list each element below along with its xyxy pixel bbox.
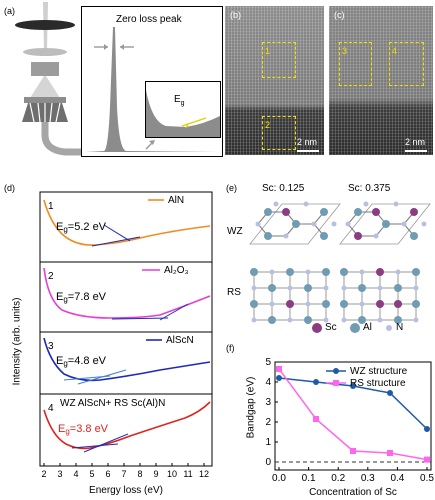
data-point xyxy=(387,450,393,456)
panel-a-label: (a) xyxy=(4,6,15,16)
n-atom-icon xyxy=(386,325,392,331)
bandgap-ytick: 3 xyxy=(265,397,271,408)
legend-rs-marker xyxy=(333,380,339,386)
data-point xyxy=(387,390,393,396)
scale-bar-b xyxy=(297,150,319,152)
roi-box-3 xyxy=(339,42,372,86)
bandgap-xtick: 0.5 xyxy=(420,473,434,484)
legend-alscn: AlScN xyxy=(166,335,194,346)
panel-d-label: (d) xyxy=(4,183,15,193)
scale-bar-c xyxy=(405,150,427,152)
rs-cell-0125 xyxy=(250,268,330,324)
panel-f-label: (f) xyxy=(226,343,235,353)
data-point xyxy=(350,383,356,389)
eels-xtick: 5 xyxy=(89,469,94,479)
scale-label-b: 2 nm xyxy=(297,137,318,147)
eels-xtick: 8 xyxy=(137,469,142,479)
subpanel-num-2: 2 xyxy=(48,271,54,282)
sc-0125-label: Sc: 0.125 xyxy=(262,183,305,194)
eels-xtick: 3 xyxy=(57,469,62,479)
rs-cell-0375 xyxy=(340,268,420,324)
roi-label-2: 2 xyxy=(265,120,271,130)
crystal-structures xyxy=(249,201,431,324)
eels-xticks: 2 3 4 5 6 7 8 9 10 11 12 xyxy=(41,469,209,479)
roi-label-3: 3 xyxy=(342,46,348,56)
bandgap-xtick: 0.2 xyxy=(331,473,345,484)
eg-annotation-4: Eg=3.8 eV xyxy=(58,423,109,436)
eels-xtick: 12 xyxy=(199,469,209,479)
data-point xyxy=(313,379,319,385)
inset-eg-label: Eg xyxy=(174,94,185,107)
eels-xtick: 6 xyxy=(105,469,110,479)
data-point xyxy=(276,366,282,372)
roi-box-1 xyxy=(262,42,296,78)
subpanel-num-4: 4 xyxy=(48,403,54,414)
tem-image-c: (c) 3 4 2 nm xyxy=(329,6,433,155)
subpanel-num-3: 3 xyxy=(48,341,54,352)
roi-box-2 xyxy=(262,116,296,150)
wz-cell-0375 xyxy=(339,201,431,245)
wz-label: WZ xyxy=(227,226,243,237)
tem-image-b: (b) 1 2 2 nm xyxy=(225,6,324,155)
legend-aln: AlN xyxy=(168,195,184,206)
bandgap-inset: Eg xyxy=(145,81,221,138)
data-point xyxy=(424,426,430,432)
rs-label: RS xyxy=(227,287,241,298)
eels-spectra-chart: 2 3 4 5 6 7 8 9 10 11 12 Energy loss (eV… xyxy=(39,191,213,496)
zero-loss-peak-title: Zero loss peak xyxy=(116,14,182,25)
eels-xlabel: Energy loss (eV) xyxy=(89,485,163,496)
roi-label-1: 1 xyxy=(265,46,271,56)
data-point xyxy=(424,456,430,463)
panel-c-label: (c) xyxy=(334,10,345,20)
roi-label-4: 4 xyxy=(392,46,398,56)
data-point xyxy=(276,375,282,381)
subpanel-num-1: 1 xyxy=(48,201,54,212)
roi-box-4 xyxy=(389,42,424,86)
bandgap-legend: WZ structure RS structure xyxy=(326,366,408,389)
eels-xtick: 9 xyxy=(153,469,158,479)
panel-e-label: (e) xyxy=(226,183,237,193)
eels-xtick: 10 xyxy=(167,469,177,479)
eg-annotation-3: Eg=4.8 eV xyxy=(56,355,107,368)
scale-label-c: 2 nm xyxy=(405,137,426,147)
bandgap-ytick: 1 xyxy=(265,437,271,448)
eels-xtick: 4 xyxy=(73,469,78,479)
bandgap-xtick: 0.1 xyxy=(302,473,316,484)
wz-cell-0125 xyxy=(249,201,341,245)
legend-al2o3: Al₂O₃ xyxy=(164,265,189,276)
zero-loss-peak-plot xyxy=(86,27,218,152)
atom-legend: Sc Al N xyxy=(312,322,432,336)
microscope-schematic xyxy=(15,2,84,156)
panel-b-label: (b) xyxy=(230,10,241,20)
data-point xyxy=(350,448,356,454)
al-atom-icon xyxy=(350,323,360,333)
eels-xtick: 11 xyxy=(183,469,192,479)
legend-mixed: WZ AlScN+ RS Sc(Al)N xyxy=(60,398,165,409)
eels-xtick: 2 xyxy=(41,469,46,479)
sc-0375-label: Sc: 0.375 xyxy=(348,183,391,194)
legend-n: N xyxy=(396,322,404,333)
bandgap-xtick: 0.0 xyxy=(272,473,286,484)
bandgap-xtick: 0.4 xyxy=(390,473,404,484)
legend-al: Al xyxy=(363,322,372,333)
legend-wz-marker xyxy=(333,368,339,374)
legend-sc: Sc xyxy=(325,322,337,333)
zero-loss-peak-panel: Zero loss peak Eg xyxy=(81,6,223,157)
bandgap-ytick: 2 xyxy=(265,417,271,428)
legend-rs: RS structure xyxy=(350,378,406,389)
sc-atom-icon xyxy=(312,323,322,333)
bandgap-ytick: 4 xyxy=(265,377,271,388)
eels-xtick: 7 xyxy=(121,469,126,479)
bandgap-xtick: 0.3 xyxy=(361,473,375,484)
data-point xyxy=(313,416,319,422)
bandgap-xlabel: Concentration of Sc xyxy=(309,487,397,498)
bandgap-ytick: 5 xyxy=(265,357,271,368)
bandgap-ytick: 0 xyxy=(265,457,271,468)
legend-wz: WZ structure xyxy=(350,366,408,377)
eg-annotation-2: Eg=7.8 eV xyxy=(56,291,107,304)
eg-annotation-1: Eg=5.2 eV xyxy=(56,221,107,234)
